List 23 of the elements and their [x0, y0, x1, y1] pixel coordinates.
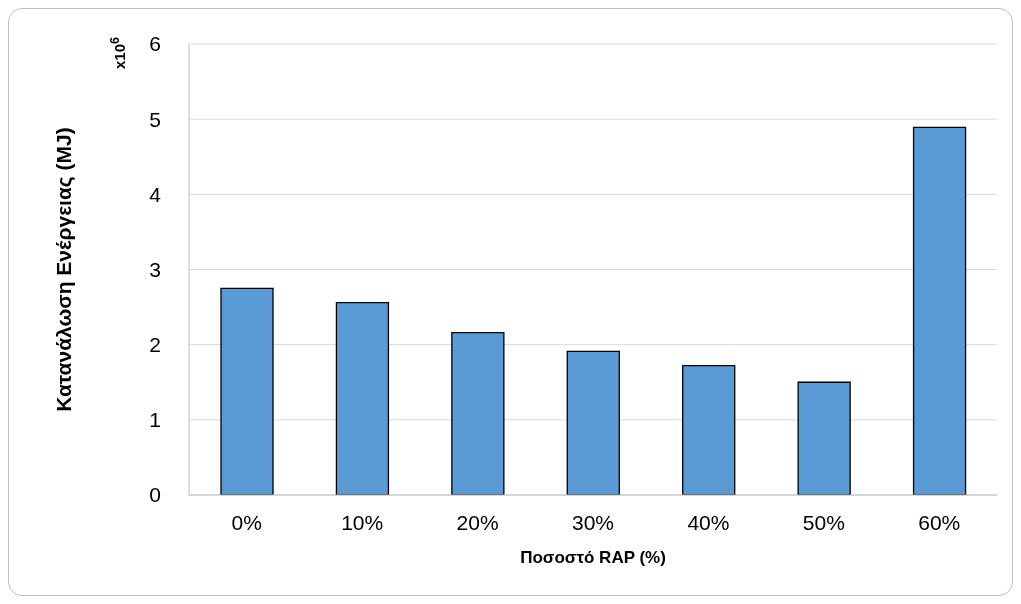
y-tick-label: 4	[149, 182, 162, 206]
x-axis-title: Ποσοστό RAP (%)	[520, 548, 666, 567]
x-tick-label: 50%	[802, 510, 845, 534]
x-tick-label: 10%	[341, 510, 384, 534]
y-tick-label: 6	[149, 32, 161, 56]
y-tick-label: 0	[149, 483, 161, 507]
x-tick-label: 30%	[571, 510, 615, 534]
y-axis-title: Κατανάλωση Ενέργειας (MJ)	[52, 127, 77, 412]
bar	[682, 365, 736, 495]
x-tick-label: 20%	[456, 510, 499, 534]
y-tick-label: 3	[149, 257, 161, 281]
y-tick-label: 5	[149, 107, 161, 131]
bar	[335, 301, 390, 495]
bar	[797, 381, 851, 495]
bar	[451, 331, 505, 495]
bar	[912, 126, 967, 495]
x-tick-label: 60%	[918, 510, 961, 534]
bar	[566, 350, 620, 495]
x-tick-label: 40%	[687, 510, 730, 534]
y-tick-label: 1	[149, 408, 161, 432]
y-tick-label: 2	[149, 333, 161, 357]
bar	[220, 287, 274, 495]
x-tick-label: 0%	[231, 510, 262, 534]
